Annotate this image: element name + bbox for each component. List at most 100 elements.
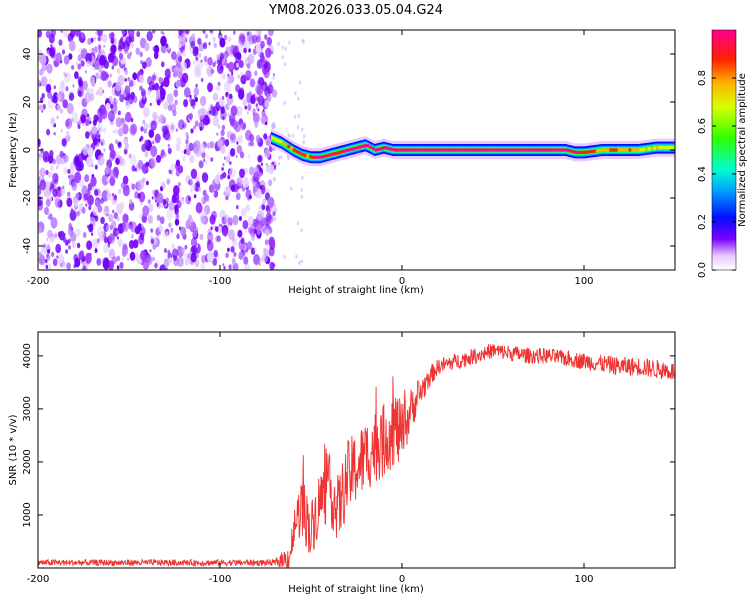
ridge-core (513, 148, 517, 152)
noise-speck (45, 170, 49, 175)
noise-speck (165, 267, 168, 270)
ridge-core (549, 148, 553, 152)
ridge-core (631, 148, 635, 152)
noise-speck (180, 198, 185, 205)
noise-speck (95, 90, 99, 96)
noise-speck (246, 63, 251, 69)
ridge-core (314, 155, 318, 159)
noise-speck (87, 147, 94, 157)
noise-speck (49, 47, 55, 57)
noise-speck (198, 108, 205, 120)
noise-speck (118, 49, 122, 54)
ridge-core (582, 150, 585, 154)
noise-speck (110, 149, 116, 159)
noise-speck (239, 60, 244, 69)
noise-speck (86, 156, 94, 168)
noise-speck (163, 101, 169, 110)
noise-speck (40, 76, 48, 87)
snr-x-label: Height of straight line (km) (288, 584, 424, 595)
ridge-core (355, 146, 359, 150)
ridge-core (519, 148, 523, 152)
noise-speck (213, 190, 219, 198)
noise-speck (170, 227, 174, 233)
noise-speck (236, 106, 243, 117)
noise-speck (187, 216, 194, 227)
ridge-core (309, 155, 312, 159)
spectrogram-noise-region (38, 30, 306, 270)
noise-speck (194, 259, 200, 268)
noise-speck (92, 137, 98, 146)
noise-speck (258, 206, 261, 210)
noise-speck (196, 180, 201, 188)
y-tick-label: 40 (22, 48, 33, 61)
noise-speck (76, 242, 81, 249)
noise-speck (121, 249, 127, 258)
noise-speck (243, 264, 251, 270)
ridge-core (336, 151, 340, 155)
noise-speck (45, 30, 51, 39)
noise-speck (60, 108, 63, 114)
noise-speck (118, 52, 124, 60)
noise-speck (96, 62, 99, 66)
noise-speck (293, 114, 297, 119)
noise-speck (77, 63, 82, 70)
noise-speck (277, 155, 281, 160)
noise-speck (175, 128, 178, 132)
noise-speck (80, 60, 85, 67)
noise-speck (182, 155, 186, 162)
noise-speck (206, 155, 210, 159)
noise-speck (229, 44, 236, 55)
noise-speck (50, 217, 58, 229)
noise-speck (139, 232, 145, 241)
noise-speck (274, 161, 277, 166)
noise-speck (302, 39, 305, 44)
noise-speck (154, 262, 158, 269)
ridge-core (625, 148, 629, 152)
noise-speck (127, 257, 130, 261)
ridge-core (645, 147, 648, 151)
noise-speck (122, 243, 128, 251)
noise-speck (97, 226, 105, 238)
noise-speck (67, 32, 74, 43)
ridge-core (497, 148, 501, 152)
noise-speck (137, 159, 144, 169)
noise-speck (68, 182, 71, 186)
ridge-core (396, 148, 400, 152)
noise-speck (222, 263, 225, 267)
noise-speck (195, 56, 199, 61)
noise-speck (117, 110, 121, 116)
noise-speck (158, 77, 164, 85)
ridge-core (568, 149, 572, 153)
noise-speck (183, 99, 189, 108)
noise-speck (39, 54, 47, 66)
noise-speck (253, 171, 260, 183)
noise-speck (85, 131, 90, 139)
noise-speck (53, 85, 56, 90)
ridge-core (281, 141, 285, 145)
noise-speck (50, 44, 53, 48)
noise-speck (297, 113, 301, 118)
noise-speck (234, 52, 242, 63)
x-tick-label: -100 (209, 276, 232, 287)
noise-speck (197, 37, 202, 45)
noise-speck (94, 164, 98, 170)
noise-speck (129, 80, 134, 88)
noise-speck (258, 262, 261, 266)
noise-speck (144, 139, 149, 146)
noise-speck (283, 100, 286, 105)
noise-speck (143, 128, 147, 134)
noise-speck (242, 177, 250, 188)
ridge-core (410, 148, 413, 152)
noise-speck (111, 192, 115, 197)
noise-speck (152, 46, 156, 51)
noise-speck (68, 222, 73, 229)
noise-speck (124, 69, 129, 76)
noise-speck (138, 74, 145, 84)
noise-speck (164, 153, 167, 158)
noise-speck (188, 112, 193, 120)
ridge-core (571, 149, 575, 153)
ridge-core (563, 148, 566, 152)
ridge-core (303, 153, 307, 157)
noise-speck (75, 228, 81, 237)
noise-speck (85, 119, 90, 127)
